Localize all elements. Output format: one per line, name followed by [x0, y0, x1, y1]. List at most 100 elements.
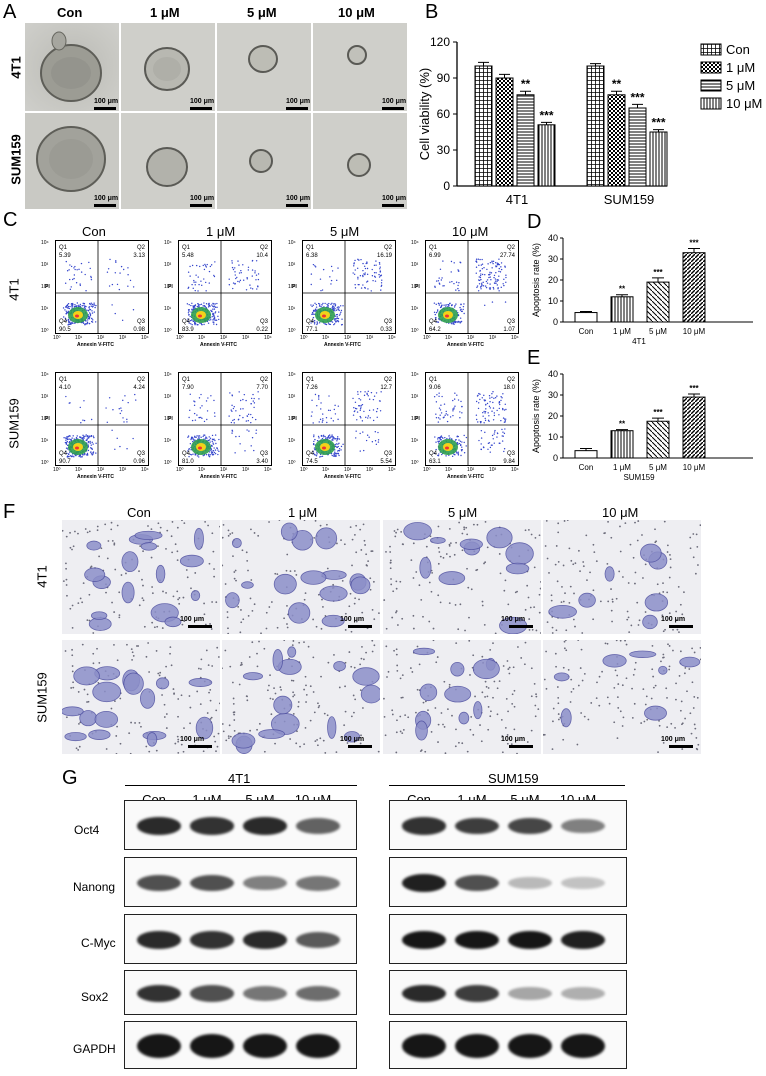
flow-event: [461, 448, 463, 451]
flow-event: [353, 273, 356, 275]
flow-event: [457, 399, 460, 401]
x-axis-label: Annexin V-FITC: [77, 342, 114, 348]
protein-band: [455, 874, 499, 892]
flow-event: [213, 318, 215, 320]
flow-event: [353, 406, 355, 409]
flow-event: [212, 313, 215, 315]
pore: [418, 663, 421, 666]
pore: [551, 748, 554, 751]
migrated-cell: [90, 611, 108, 620]
pore: [397, 624, 399, 626]
panel-f-col-10um: 10 μM: [602, 505, 639, 520]
pore: [430, 590, 433, 593]
scale-bar: [348, 625, 372, 628]
flow-event: [333, 323, 335, 326]
migrated-cell: [640, 543, 662, 563]
flow-event: [457, 435, 460, 438]
pore: [203, 602, 205, 605]
quadrant-name: Q2: [507, 377, 516, 383]
pore: [65, 578, 68, 581]
pore: [400, 696, 403, 699]
pore: [631, 716, 634, 719]
flow-event: [366, 262, 368, 264]
pore: [86, 693, 89, 696]
pore: [616, 737, 619, 740]
pore: [165, 547, 167, 550]
flow-event: [214, 434, 217, 436]
flow-event: [255, 429, 258, 431]
flow-event: [356, 267, 359, 269]
pore: [545, 520, 548, 522]
pore: [544, 545, 547, 547]
flow-event: [236, 276, 238, 279]
flow-event: [338, 438, 341, 440]
flow-event: [246, 429, 248, 431]
flow-event: [213, 306, 215, 308]
flow-event: [379, 268, 381, 270]
flow-event: [436, 394, 438, 396]
pore: [678, 675, 681, 677]
scale-bar: [286, 107, 308, 110]
flow-event: [334, 303, 336, 305]
flow-event: [66, 270, 69, 272]
flow-event: [497, 279, 500, 281]
pore: [100, 547, 103, 550]
pore: [504, 726, 507, 729]
migrated-cell: [190, 590, 201, 601]
pore: [222, 523, 225, 526]
flow-event: [211, 315, 213, 318]
flow-event: [228, 278, 230, 280]
scale-label: 100 μm: [94, 195, 119, 202]
flow-event: [193, 306, 196, 308]
pore: [383, 715, 386, 718]
quadrant-name: Q1: [429, 377, 438, 383]
flow-event: [332, 307, 335, 310]
pore: [694, 572, 697, 575]
protein-band: [455, 1034, 499, 1058]
flow-event: [89, 440, 91, 443]
flow-event: [374, 431, 377, 433]
pore: [444, 752, 447, 754]
pore: [545, 687, 548, 690]
pore: [538, 611, 541, 614]
x-axis-label: Annexin V-FITC: [200, 342, 237, 348]
flow-event: [337, 405, 340, 407]
flow-event: [240, 269, 242, 272]
panel-f-col-con: Con: [127, 505, 151, 520]
density-max: [445, 314, 449, 318]
pore: [268, 684, 270, 687]
pore: [496, 687, 499, 690]
flow-event: [83, 400, 85, 402]
flow-event: [485, 286, 488, 289]
flow-event: [208, 436, 210, 438]
flow-event: [475, 260, 478, 262]
quadrant-value: 7.26: [306, 385, 318, 391]
flow-event: [126, 418, 128, 421]
pore: [534, 704, 537, 707]
flow-event: [200, 416, 202, 419]
flow-event: [214, 306, 217, 308]
flow-event: [333, 437, 335, 439]
legend-label: Con: [726, 42, 750, 57]
flow-event: [362, 269, 364, 272]
pore: [332, 583, 335, 586]
pore: [661, 614, 664, 617]
pore: [371, 608, 374, 611]
pore: [283, 640, 286, 642]
quadrant-value: 83.9: [182, 327, 194, 333]
flow-event: [437, 437, 440, 439]
protein-band: [137, 1034, 181, 1058]
flow-event: [66, 436, 68, 438]
flow-event: [65, 450, 67, 453]
flow-event: [330, 265, 333, 268]
blot-strip: [389, 1021, 627, 1069]
flow-event: [453, 407, 455, 409]
flow-event: [493, 276, 495, 279]
flow-event: [438, 283, 441, 285]
pore: [72, 686, 75, 689]
pore: [483, 562, 485, 565]
scale-bar: [509, 745, 533, 748]
flow-event: [367, 390, 369, 393]
protein-band: [508, 931, 552, 949]
